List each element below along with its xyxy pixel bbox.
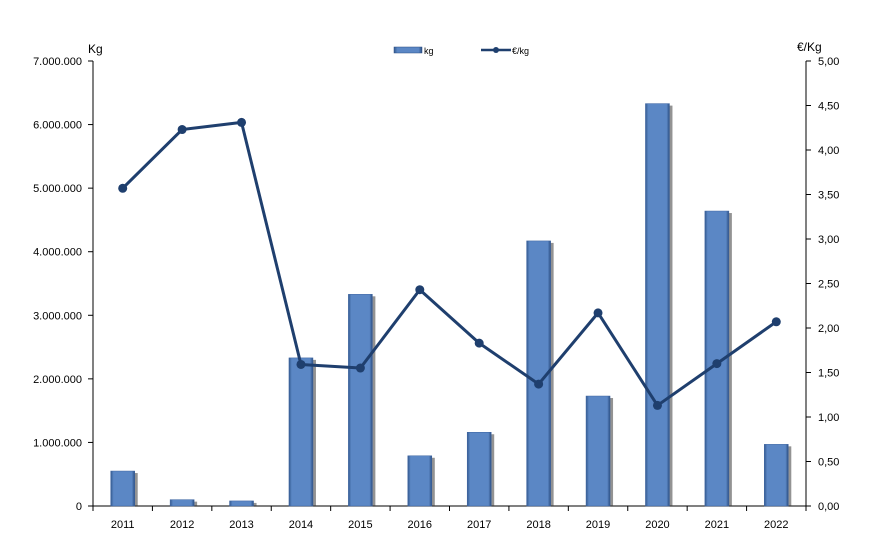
y-left-tick-label: 7.000.000: [33, 56, 82, 68]
bar: [288, 357, 314, 507]
x-tick-label: 2013: [229, 519, 253, 531]
y-left-tick-label: 0: [76, 501, 82, 513]
y-right-ticks: 0,00 0,50 1,00 1,50 2,00 2,50 3,00 3,50 4,00 4,50…: [806, 56, 839, 513]
price-point: [237, 117, 247, 127]
bar: [585, 395, 611, 507]
bar: [348, 294, 373, 507]
y-left-tick-label: 1.000.000: [33, 437, 82, 449]
y-left-tick-label: 4.000.000: [33, 247, 82, 259]
bar: [169, 499, 195, 507]
legend-label-price: €/kg: [512, 46, 529, 56]
price-point: [177, 125, 187, 135]
y-right-tick-label: 3,00: [818, 234, 839, 246]
price-point: [415, 285, 425, 295]
price-point: [296, 359, 306, 369]
price-point: [593, 308, 603, 318]
x-tick-label: 2015: [348, 519, 372, 531]
x-tick-label: 2022: [764, 519, 788, 531]
line-series-price: [118, 117, 781, 410]
y-right-tick-label: 0,00: [818, 501, 839, 513]
bar: [764, 444, 789, 507]
x-tick-label: 2021: [705, 519, 729, 531]
y-right-tick-label: 2,50: [818, 279, 839, 291]
price-point: [355, 363, 365, 373]
y-right-tick-label: 1,50: [818, 368, 839, 380]
legend-marker-price: [493, 47, 499, 53]
y-right-tick-label: 0,50: [818, 457, 839, 469]
legend-label-kg: kg: [424, 46, 434, 56]
y-left-tick-label: 5.000.000: [33, 183, 82, 195]
price-point: [474, 338, 484, 348]
price-line: [121, 120, 778, 407]
x-tick-label: 2014: [289, 519, 313, 531]
x-tick-label: 2016: [408, 519, 432, 531]
y-right-tick-label: 5,00: [818, 56, 839, 68]
price-point: [771, 317, 781, 327]
y-left-tick-label: 2.000.000: [33, 374, 82, 386]
y-right-tick-label: 2,00: [818, 323, 839, 335]
y-left-axis-title: Kg: [88, 42, 103, 56]
y-left-ticks: 0 1.000.000 2.000.000 3.000.000 4.000.000 5.0…: [33, 56, 93, 513]
bar: [110, 470, 135, 507]
bar: [466, 432, 492, 507]
y-right-tick-label: 1,00: [818, 412, 839, 424]
price-point: [534, 379, 544, 389]
bar: [407, 455, 433, 507]
bar: [645, 103, 670, 507]
x-tick-label: 2017: [467, 519, 491, 531]
x-tick-label: 2020: [645, 519, 669, 531]
legend: kg €/kg: [393, 46, 529, 56]
bar-series-kg: [110, 103, 792, 507]
y-right-tick-label: 4,50: [818, 101, 839, 113]
price-point: [712, 359, 722, 369]
y-left-tick-label: 3.000.000: [33, 310, 82, 322]
y-right-tick-label: 3,50: [818, 190, 839, 202]
price-point: [118, 183, 128, 193]
x-tick-label: 2019: [586, 519, 610, 531]
x-tick-label: 2018: [526, 519, 550, 531]
y-right-tick-label: 4,00: [818, 145, 839, 157]
legend-swatch-kg: [393, 46, 423, 54]
x-tick-label: 2011: [111, 519, 135, 531]
y-left-tick-label: 6.000.000: [33, 120, 82, 132]
x-ticks: 2011 2012 2013 2014 2015 2016 2017 2018 2019 2020…: [92, 506, 807, 531]
bar: [229, 500, 254, 507]
price-point: [652, 400, 662, 410]
x-tick-label: 2012: [170, 519, 194, 531]
y-right-axis-title: €/Kg: [797, 40, 822, 54]
